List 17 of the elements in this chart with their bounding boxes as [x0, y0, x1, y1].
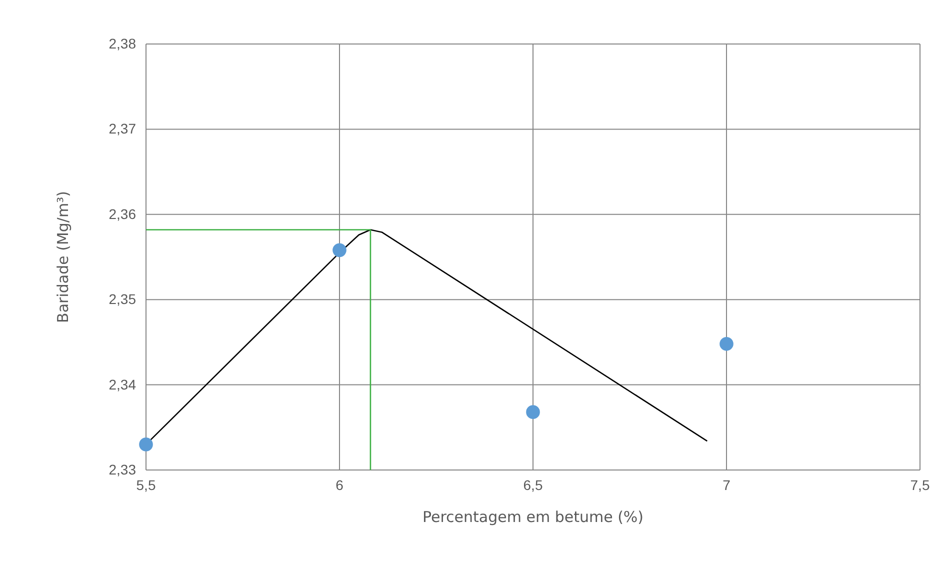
y-tick-label: 2,37 — [108, 120, 136, 137]
x-tick-label: 6 — [336, 476, 344, 493]
y-tick-label: 2,33 — [108, 461, 136, 478]
y-tick-label: 2,38 — [108, 35, 136, 52]
y-tick-label: 2,35 — [108, 291, 136, 308]
point — [332, 243, 346, 258]
y-axis-title: Baridade (Mg/m³) — [54, 191, 72, 323]
x-tick-label: 5,5 — [136, 476, 156, 493]
point — [139, 438, 153, 452]
x-tick-label: 7,5 — [910, 476, 930, 493]
y-tick-label: 2,36 — [108, 206, 136, 222]
x-tick-label: 7 — [722, 476, 731, 493]
x-axis-title: Percentagem em betume (%) — [422, 508, 644, 526]
x-tick-label: 6,5 — [523, 476, 543, 493]
point — [720, 337, 734, 351]
point — [526, 405, 540, 419]
y-tick-label: 2,34 — [108, 376, 136, 392]
